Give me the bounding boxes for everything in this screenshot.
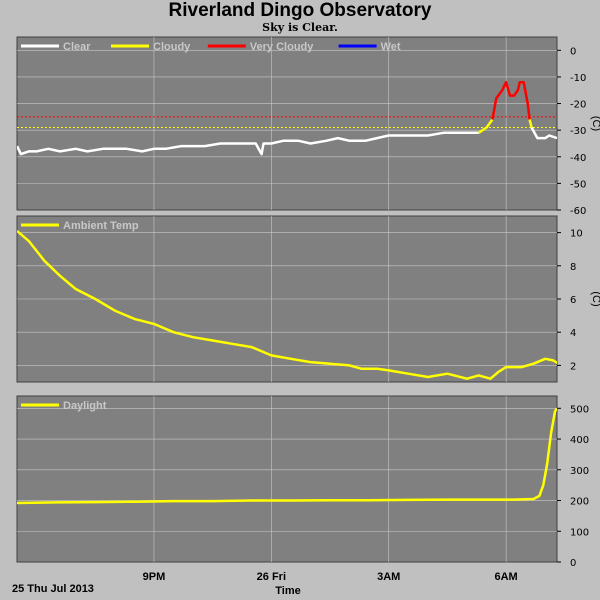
y-tick-label: -60	[570, 206, 586, 217]
x-tick-label: 9PM	[143, 571, 166, 583]
plot-area-sky	[16, 36, 558, 211]
y-tick-label: 200	[570, 497, 589, 508]
panel-ambient: 2 4 6 8 10 Ambient Temp (C)	[16, 215, 600, 383]
y-axis-label: (C)	[590, 291, 600, 306]
y-tick-label: 6	[570, 295, 576, 306]
panel-daylight: 0 100 200 300 400 500 Daylight 9PM 26 Fri 3AM 6AM T…	[16, 395, 589, 597]
panel-sky: 0 -10 -20 -30 -40 -50 -60 Clear Cloudy Very Cloud…	[16, 36, 600, 217]
y-tick-label: 500	[570, 404, 589, 415]
series-line-sky-1	[478, 118, 494, 134]
y-tick-label: -20	[570, 100, 586, 111]
plot-area-daylight	[16, 395, 558, 563]
y-tick-label: 400	[570, 435, 589, 446]
y-tick-label: 4	[570, 328, 576, 339]
series-line-ambient-0	[17, 229, 557, 380]
y-tick-label: 10	[570, 229, 583, 240]
y-tick-label: 0	[570, 558, 576, 569]
y-tick-label: -30	[570, 126, 586, 137]
x-tick-label: 6AM	[495, 571, 518, 583]
y-tick-label: 0	[570, 46, 576, 57]
legend-label: Wet	[381, 41, 401, 53]
y-tick-label: 100	[570, 527, 589, 538]
chart-subtitle: Sky is Clear.	[262, 21, 338, 34]
y-axis-label: (C)	[590, 116, 600, 131]
y-tick-label: 2	[570, 361, 576, 372]
y-tick-label: -50	[570, 179, 586, 190]
y-tick-label: -40	[570, 153, 586, 164]
series-line-sky-2	[491, 80, 531, 120]
chart-title: Riverland Dingo Observatory	[168, 0, 432, 21]
y-tick-label: 8	[570, 262, 576, 273]
legend-label: Ambient Temp	[63, 220, 139, 232]
y-tick-label: -10	[570, 73, 586, 84]
y-tick-label: 300	[570, 466, 589, 477]
legend-label: Daylight	[63, 400, 107, 412]
legend-label: Very Cloudy	[250, 41, 314, 53]
series-line-sky-3	[528, 119, 533, 128]
legend-label: Clear	[63, 41, 91, 53]
date-label: 25 Thu Jul 2013	[12, 583, 94, 595]
legend-label: Cloudy	[153, 41, 191, 53]
series-line-sky-4	[530, 126, 557, 140]
x-tick-label: 26 Fri	[257, 571, 286, 583]
series-line-sky-0	[17, 131, 479, 156]
series-line-daylight-0	[17, 407, 557, 505]
x-tick-label: 3AM	[377, 571, 400, 583]
x-axis-label: Time	[275, 585, 300, 597]
